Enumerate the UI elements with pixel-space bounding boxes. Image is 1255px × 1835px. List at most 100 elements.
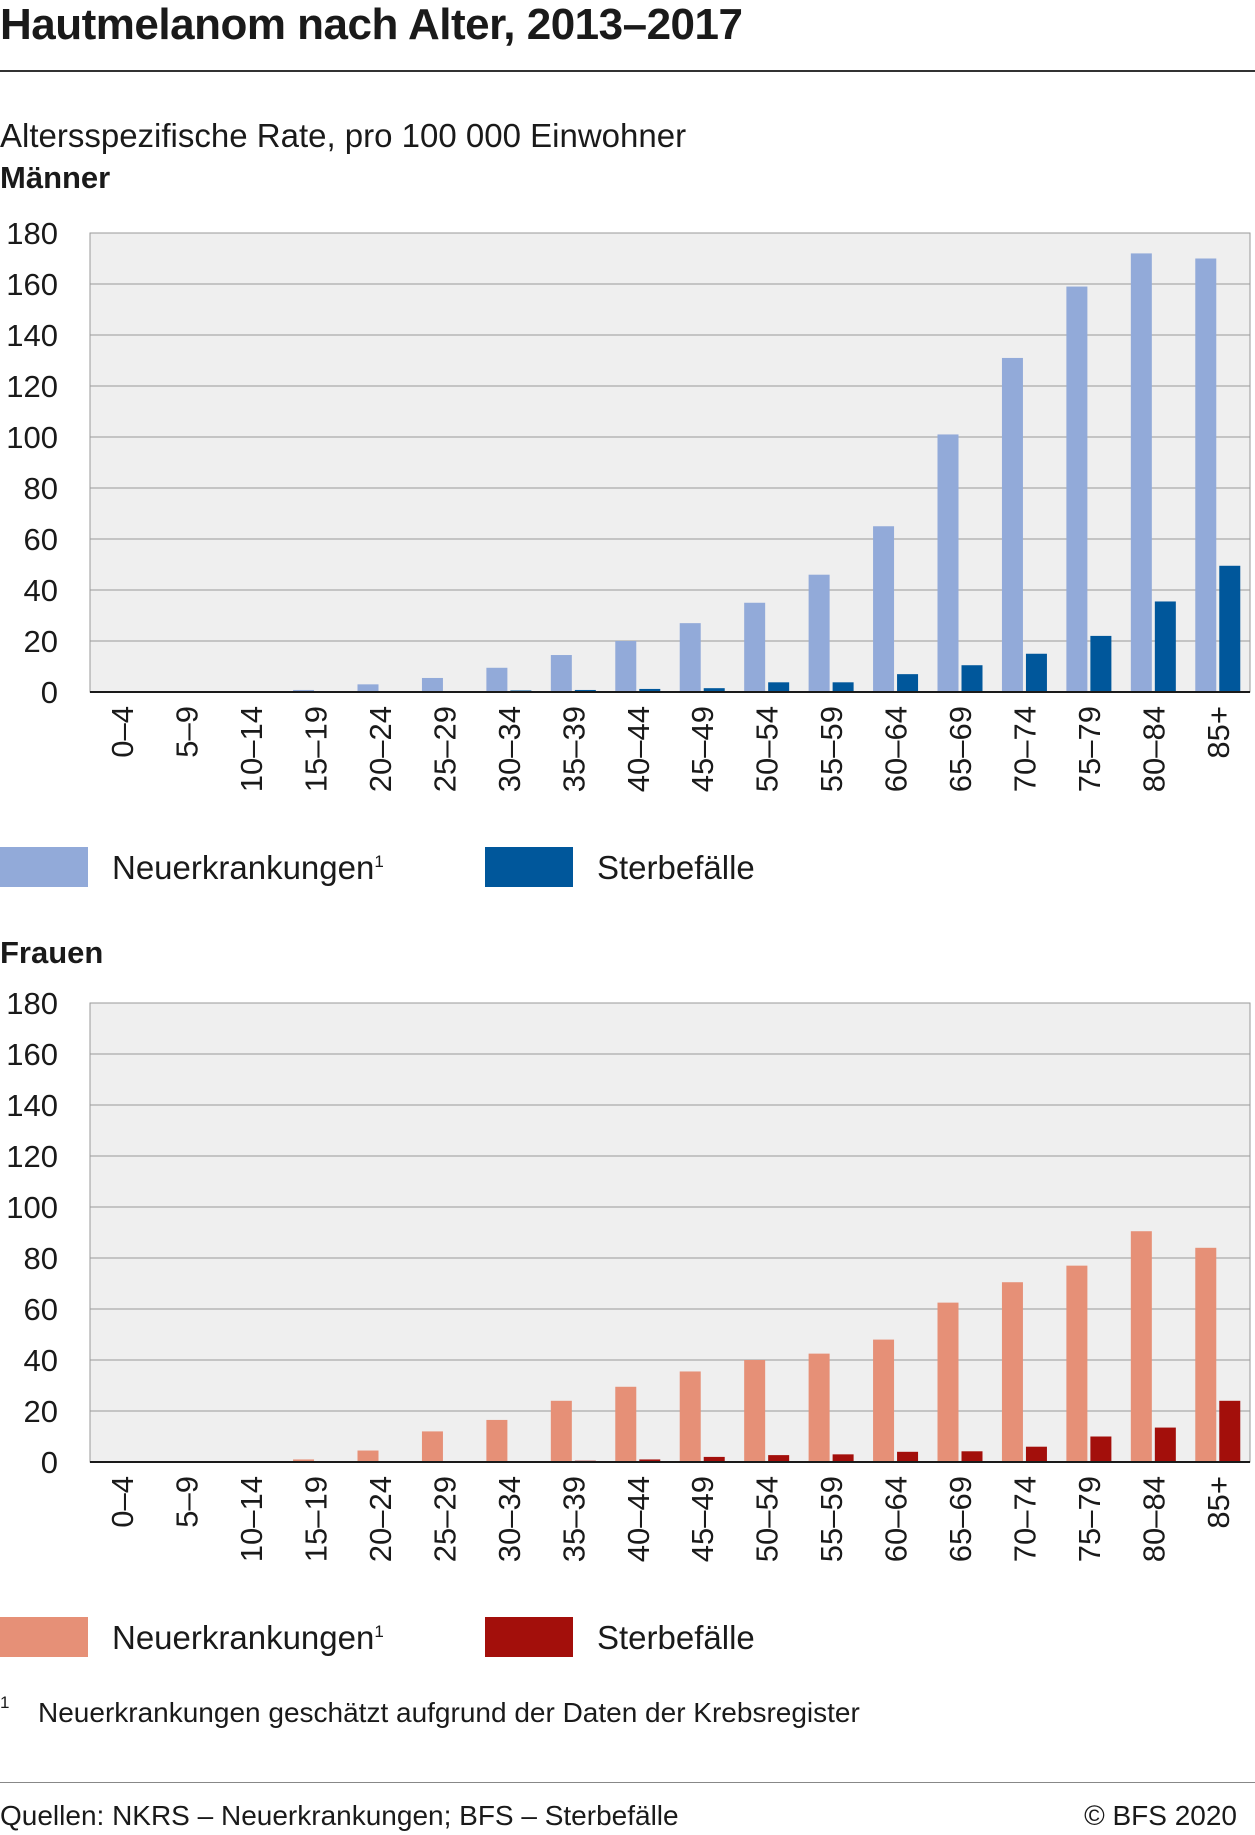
x-tick-label: 15–19 bbox=[299, 1476, 334, 1562]
chart-subtitle: Altersspezifische Rate, pro 100 000 Einw… bbox=[0, 117, 687, 154]
bar-neuerkrankungen bbox=[744, 602, 766, 692]
bar-neuerkrankungen bbox=[421, 677, 443, 692]
title-divider bbox=[0, 70, 1255, 72]
bar-sterbefaelle bbox=[1025, 653, 1047, 692]
bar-neuerkrankungen bbox=[293, 689, 315, 692]
bar-neuerkrankungen bbox=[357, 684, 379, 692]
bar-sterbefaelle bbox=[768, 1455, 790, 1462]
x-tick-label: 10–14 bbox=[234, 1476, 269, 1562]
panel-label-frauen: Frauen bbox=[0, 935, 104, 970]
x-tick-label: 25–29 bbox=[427, 706, 462, 792]
x-tick-label: 25–29 bbox=[427, 1476, 462, 1562]
x-tick-label: 20–24 bbox=[363, 706, 398, 792]
x-tick-label: 5–9 bbox=[170, 1476, 205, 1528]
bar-sterbefaelle bbox=[1219, 565, 1241, 692]
bar-neuerkrankungen bbox=[873, 526, 895, 692]
bar-sterbefaelle bbox=[639, 688, 661, 692]
bar-neuerkrankungen bbox=[873, 1339, 895, 1462]
bar-neuerkrankungen bbox=[1001, 357, 1023, 692]
bar-neuerkrankungen bbox=[1066, 1265, 1088, 1462]
y-tick-label: 140 bbox=[6, 1088, 58, 1123]
bar-neuerkrankungen bbox=[1130, 1231, 1152, 1462]
plot-area bbox=[89, 232, 1251, 693]
y-tick-label: 120 bbox=[6, 369, 58, 404]
y-tick-label: 80 bbox=[24, 1241, 58, 1276]
y-tick-label: 20 bbox=[24, 624, 58, 659]
bar-sterbefaelle bbox=[703, 1456, 725, 1462]
bar-neuerkrankungen bbox=[550, 655, 572, 692]
x-tick-label: 0–4 bbox=[105, 1476, 140, 1528]
bar-neuerkrankungen bbox=[486, 667, 508, 692]
bar-neuerkrankungen bbox=[357, 1450, 379, 1462]
bar-neuerkrankungen bbox=[1130, 253, 1152, 692]
bar-neuerkrankungen bbox=[679, 623, 701, 692]
bar-sterbefaelle bbox=[961, 665, 983, 692]
legend-label-sterbefaelle: Sterbefälle bbox=[597, 849, 755, 886]
bar-sterbefaelle bbox=[768, 682, 790, 692]
footnote-text: Neuerkrankungen geschätzt aufgrund der D… bbox=[38, 1697, 860, 1728]
bar-neuerkrankungen bbox=[744, 1360, 766, 1462]
legend-swatch-sterbefaelle bbox=[485, 1617, 573, 1657]
x-tick-label: 55–59 bbox=[814, 1476, 849, 1562]
bar-sterbefaelle bbox=[897, 674, 919, 692]
x-tick-label: 20–24 bbox=[363, 1476, 398, 1562]
bar-sterbefaelle bbox=[1219, 1400, 1241, 1462]
bar-chart-maenner: 0 20 40 60 80 100 120 140 160 180 0–4 5–9 10–14 15–19… bbox=[6, 216, 1251, 792]
legend-swatch-sterbefaelle bbox=[485, 847, 573, 887]
y-tick-label: 140 bbox=[6, 318, 58, 353]
bar-neuerkrankungen bbox=[1195, 1247, 1217, 1462]
bar-sterbefaelle bbox=[832, 1454, 854, 1462]
bar-sterbefaelle bbox=[897, 1451, 919, 1462]
footnote-marker: 1 bbox=[0, 1693, 10, 1712]
y-tick-label: 180 bbox=[6, 216, 58, 251]
bar-sterbefaelle bbox=[639, 1459, 661, 1462]
bar-sterbefaelle bbox=[1154, 601, 1176, 692]
x-tick-label: 65–69 bbox=[943, 706, 978, 792]
bar-neuerkrankungen bbox=[550, 1400, 572, 1462]
y-tick-label: 100 bbox=[6, 1190, 58, 1225]
panel-label-maenner: Männer bbox=[0, 160, 111, 195]
x-tick-label: 30–34 bbox=[492, 1476, 527, 1562]
x-tick-label: 50–54 bbox=[750, 1476, 785, 1562]
bar-sterbefaelle bbox=[1090, 635, 1112, 692]
x-tick-label: 45–49 bbox=[685, 706, 720, 792]
bar-sterbefaelle bbox=[1025, 1446, 1047, 1462]
y-tick-label: 40 bbox=[24, 573, 58, 608]
bar-neuerkrankungen bbox=[937, 434, 959, 692]
bar-sterbefaelle bbox=[574, 689, 596, 692]
y-tick-label: 160 bbox=[6, 1037, 58, 1072]
bar-neuerkrankungen bbox=[615, 641, 637, 692]
bar-sterbefaelle bbox=[832, 682, 854, 692]
x-tick-label: 65–69 bbox=[943, 1476, 978, 1562]
x-tick-label: 40–44 bbox=[621, 706, 656, 792]
legend-maenner: Neuerkrankungen1 Sterbefälle bbox=[0, 847, 1255, 891]
bar-neuerkrankungen bbox=[808, 1353, 830, 1462]
x-tick-label: 40–44 bbox=[621, 1476, 656, 1562]
plot-area bbox=[89, 1002, 1251, 1463]
legend-label-neuerkrankungen: Neuerkrankungen1 bbox=[112, 849, 384, 886]
bar-neuerkrankungen bbox=[421, 1431, 443, 1462]
bar-sterbefaelle bbox=[1154, 1427, 1176, 1462]
bar-neuerkrankungen bbox=[615, 1386, 637, 1462]
bar-neuerkrankungen bbox=[808, 574, 830, 692]
y-tick-label: 40 bbox=[24, 1343, 58, 1378]
footer-divider bbox=[0, 1782, 1255, 1783]
x-tick-label: 30–34 bbox=[492, 706, 527, 792]
y-tick-label: 120 bbox=[6, 1139, 58, 1174]
x-tick-label: 50–54 bbox=[750, 706, 785, 792]
bar-sterbefaelle bbox=[961, 1451, 983, 1462]
x-tick-label: 15–19 bbox=[299, 706, 334, 792]
legend-label-sterbefaelle: Sterbefälle bbox=[597, 1619, 755, 1656]
bar-sterbefaelle bbox=[703, 688, 725, 692]
bar-neuerkrankungen bbox=[1066, 286, 1088, 692]
x-tick-label: 80–84 bbox=[1136, 706, 1171, 792]
x-tick-label: 75–79 bbox=[1072, 706, 1107, 792]
x-tick-label: 70–74 bbox=[1007, 706, 1042, 792]
y-tick-label: 180 bbox=[6, 986, 58, 1021]
x-tick-label: 35–39 bbox=[556, 706, 591, 792]
y-tick-label: 0 bbox=[41, 675, 58, 710]
legend-frauen: Neuerkrankungen1 Sterbefälle bbox=[0, 1617, 1255, 1661]
copyright: © BFS 2020 bbox=[1084, 1800, 1237, 1831]
y-tick-label: 80 bbox=[24, 471, 58, 506]
x-tick-label: 5–9 bbox=[170, 706, 205, 758]
